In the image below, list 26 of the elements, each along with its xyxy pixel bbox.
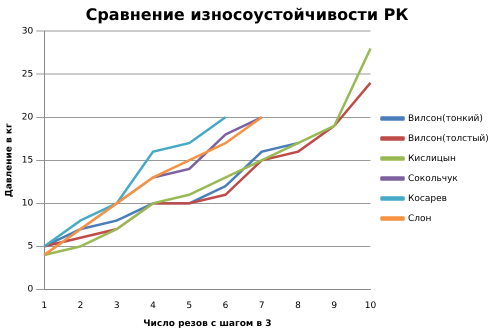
y-tick-label: 0 (28, 284, 34, 295)
x-tick-label: 7 (258, 301, 265, 312)
x-tick-label: 9 (331, 301, 338, 312)
y-tick-label: 30 (22, 26, 34, 37)
x-tick-label: 2 (78, 301, 84, 312)
x-tick-label: 8 (295, 301, 302, 312)
x-tick-label: 10 (364, 301, 376, 312)
x-tick-label: 4 (150, 301, 156, 312)
legend-label: Вилсон(толстый) (408, 134, 489, 144)
y-tick-label: 25 (22, 70, 34, 80)
chart-title: Сравнение износоустойчивости РК (86, 4, 408, 24)
legend-label: Кислицын (408, 154, 456, 164)
y-tick-label: 15 (22, 156, 34, 166)
x-tick-label: 6 (222, 301, 229, 312)
legend-label: Вилсон(тонкий) (408, 114, 483, 124)
x-tick-label: 5 (186, 301, 192, 312)
legend-label: Слон (408, 214, 432, 224)
y-tick-label: 20 (22, 112, 34, 123)
y-axis-title: Давление в кг (4, 123, 15, 198)
legend-label: Сокольчук (408, 174, 458, 184)
x-tick-label: 3 (114, 301, 120, 312)
legend-label: Косарев (408, 194, 447, 204)
y-tick-label: 10 (22, 198, 34, 209)
y-tick-label: 5 (28, 242, 34, 252)
x-axis-title: Число резов с шагом в 3 (143, 318, 272, 329)
x-tick-label: 1 (41, 301, 48, 312)
